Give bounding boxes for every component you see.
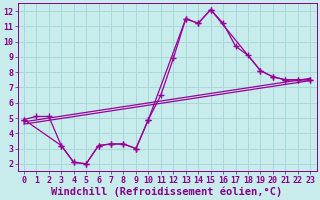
X-axis label: Windchill (Refroidissement éolien,°C): Windchill (Refroidissement éolien,°C) — [52, 186, 283, 197]
